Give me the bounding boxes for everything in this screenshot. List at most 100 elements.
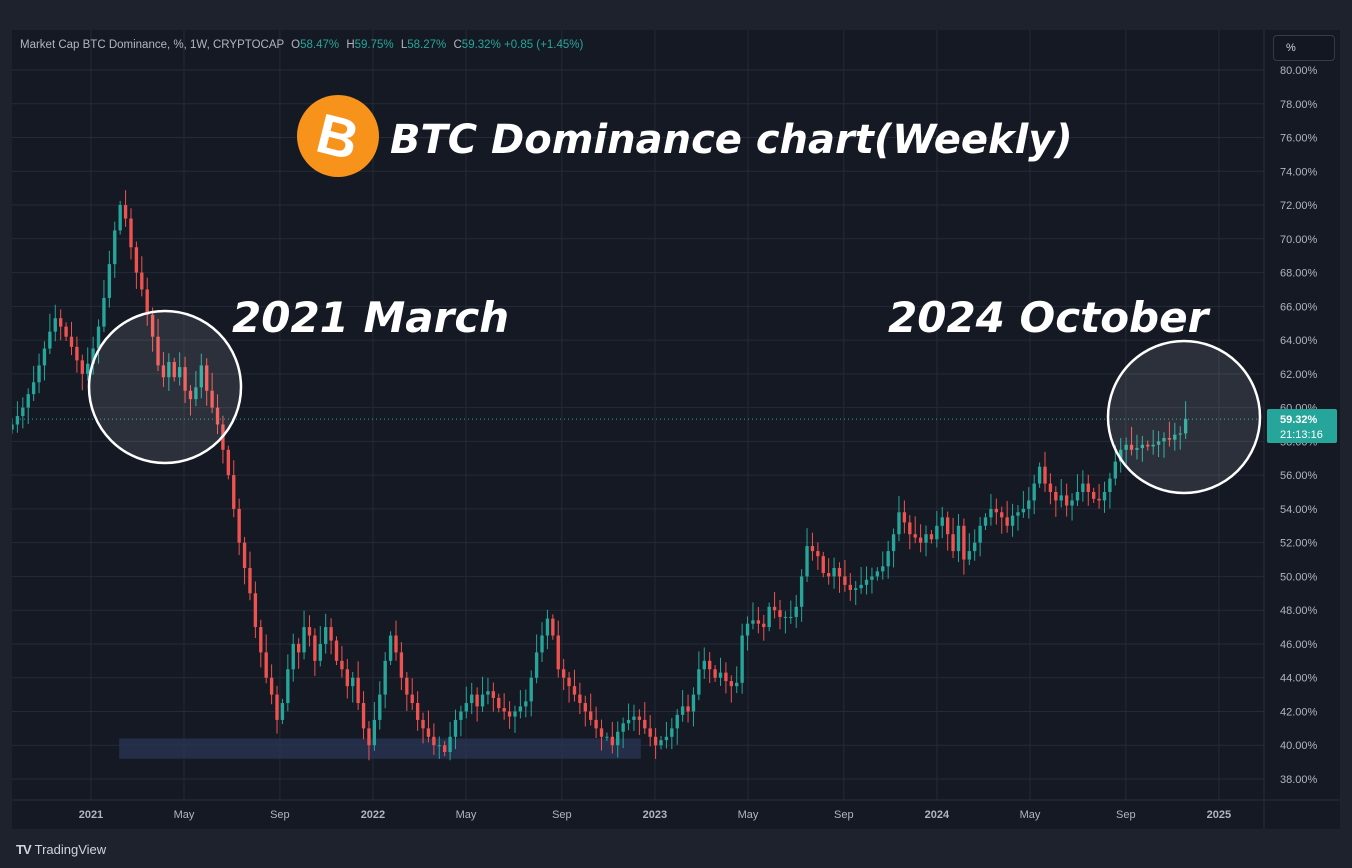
candle-body <box>432 736 436 746</box>
close-value: 59.32% <box>461 39 501 51</box>
y-tick-label: 50.00% <box>1280 571 1318 583</box>
candle-body <box>232 475 236 509</box>
candle-body <box>556 635 560 670</box>
candle-body <box>475 694 479 707</box>
candle-body <box>670 728 674 737</box>
x-tick-label: 2023 <box>643 809 667 821</box>
candle-body <box>356 677 360 704</box>
candle-body <box>64 326 68 337</box>
candle-body <box>1027 500 1031 509</box>
candle-body <box>264 652 268 678</box>
y-tick-label: 80.00% <box>1280 65 1318 77</box>
footer-brand[interactable]: TV TradingView <box>16 842 106 857</box>
label-2021-march: 2021 March <box>232 293 509 342</box>
candle-body <box>199 365 203 388</box>
highlight-circle-2021 <box>87 309 243 465</box>
candle-body <box>275 694 279 720</box>
candle-body <box>215 407 220 425</box>
candle-body <box>594 719 598 729</box>
brand-name: TradingView <box>34 842 107 857</box>
chart-frame[interactable]: 38.00% 40.00% 42.00% 44.00% 46.00% 48.00% 50.0… <box>12 30 1340 829</box>
candle-body <box>567 677 571 687</box>
candle-body <box>956 525 961 552</box>
candle-body <box>680 706 685 715</box>
candle-body <box>329 627 333 641</box>
candle-body <box>940 517 944 526</box>
label-2024-october: 2024 October <box>888 293 1211 342</box>
candle-body <box>924 534 928 543</box>
candle-body <box>545 618 550 636</box>
candle-body <box>837 567 842 577</box>
candle-body <box>259 627 263 653</box>
candle-body <box>843 576 847 585</box>
candle-body <box>415 703 420 720</box>
candle-body <box>756 620 761 624</box>
candle-body <box>150 314 155 337</box>
chart-canvas[interactable]: 38.00% 40.00% 42.00% 44.00% 46.00% 48.00% 50.0… <box>12 30 1340 829</box>
candle-body <box>724 672 728 682</box>
candle-body <box>464 703 468 712</box>
x-axis: 2021 May Sep 2022 May Sep 2023 May Sep 2024 May Sep… <box>79 809 1231 821</box>
candle-body <box>237 508 241 543</box>
candle-body <box>383 660 387 695</box>
candle-body <box>96 326 101 349</box>
candle-body <box>1135 448 1139 450</box>
candle-body <box>86 363 90 374</box>
percent-scale-button[interactable]: % <box>1273 35 1335 61</box>
candle-body <box>448 736 452 752</box>
candle-body <box>156 336 160 366</box>
candle-body <box>610 736 615 746</box>
candle-body <box>675 714 679 729</box>
candle-body <box>616 731 620 746</box>
candle-body <box>778 610 782 617</box>
candle-body <box>697 669 701 695</box>
y-tick-label: 40.00% <box>1280 740 1318 752</box>
candle-body <box>177 367 182 378</box>
y-tick-label: 48.00% <box>1280 605 1318 617</box>
candle-body <box>410 694 414 704</box>
x-tick-label: Sep <box>1116 809 1136 821</box>
y-tick-label: 70.00% <box>1280 234 1318 246</box>
candle-body <box>107 264 112 298</box>
candle-body <box>983 517 988 526</box>
candle-body <box>578 694 582 704</box>
candle-body <box>286 669 290 704</box>
candle-body <box>1037 466 1042 484</box>
y-tick-label: 46.00% <box>1280 639 1318 651</box>
candle-body <box>799 576 804 607</box>
candle-body <box>621 723 625 732</box>
candle-body <box>583 703 587 712</box>
symbol-name[interactable]: Market Cap BTC Dominance, %, 1W, CRYPTOC… <box>20 39 284 51</box>
candle-body <box>897 512 901 535</box>
candle-body <box>989 508 993 518</box>
candle-body <box>1086 483 1090 493</box>
candle-body <box>1054 492 1058 501</box>
candle-body <box>713 669 717 678</box>
candle-body <box>123 205 128 219</box>
price-badge-value: 59.32% <box>1280 414 1318 426</box>
candle-body <box>470 694 474 704</box>
candle-body <box>172 362 176 378</box>
candle-body <box>140 272 144 290</box>
candle-body <box>486 691 490 695</box>
candle-body <box>210 390 214 408</box>
candle-body <box>664 736 669 741</box>
y-tick-label: 62.00% <box>1280 369 1318 381</box>
candle-body <box>902 512 907 523</box>
candle-body <box>908 522 912 535</box>
candle-body <box>1092 492 1096 499</box>
candle-body <box>426 728 431 737</box>
candle-body <box>821 556 825 574</box>
candle-body <box>80 360 84 374</box>
candle-body <box>962 525 966 560</box>
candle-body <box>118 205 122 231</box>
candle-body <box>1151 444 1155 447</box>
y-tick-label: 54.00% <box>1280 504 1318 516</box>
candle-body <box>518 706 523 712</box>
candle-body <box>605 736 609 738</box>
candle-body <box>345 669 349 687</box>
candle-body <box>394 635 398 653</box>
candle-body <box>913 534 917 538</box>
candle-body <box>1059 495 1063 501</box>
low-label: L <box>400 39 408 51</box>
